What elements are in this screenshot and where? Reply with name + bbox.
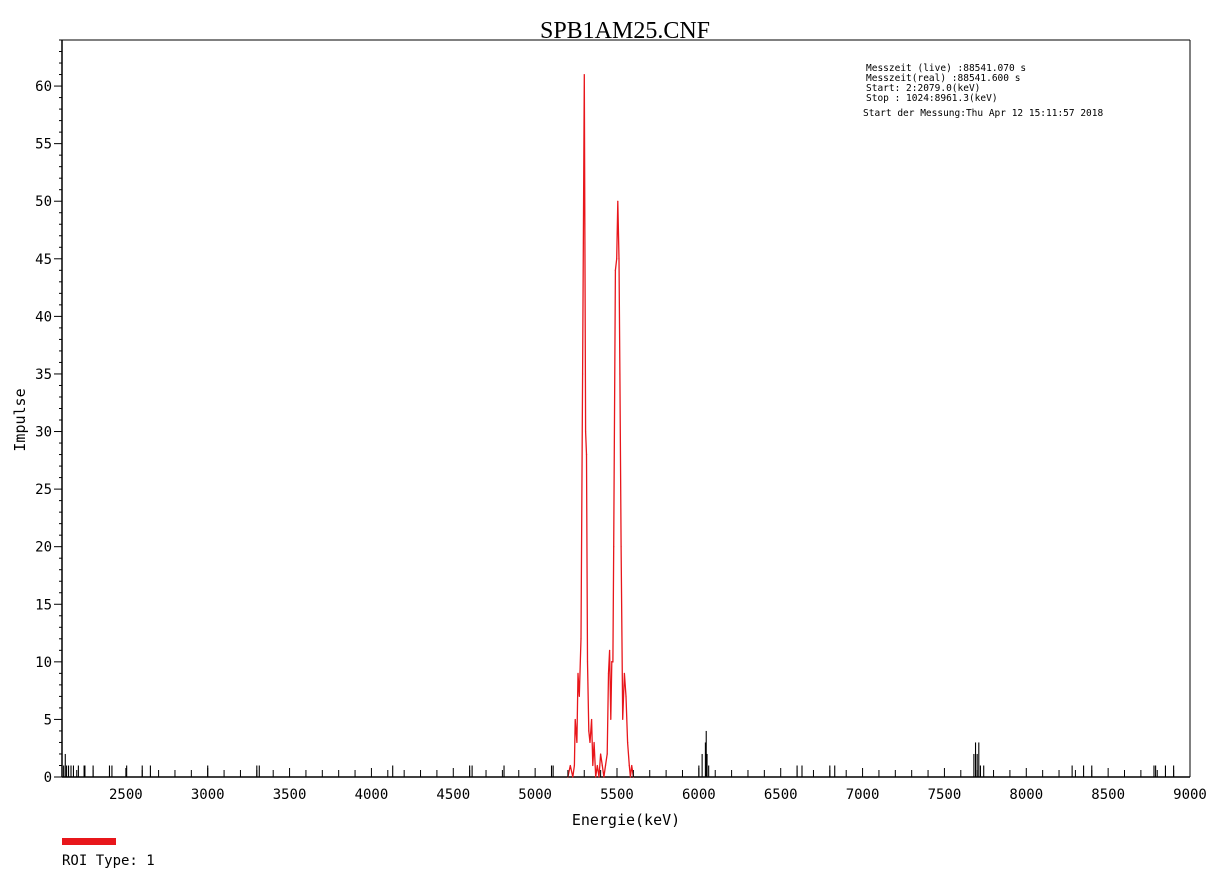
x-tick-label: 5500	[600, 787, 634, 803]
y-tick-label: 50	[35, 194, 52, 210]
roi-data-point	[618, 258, 620, 260]
y-tick-label: 25	[35, 482, 52, 498]
roi-data-point	[584, 430, 587, 433]
roi-data-point	[628, 764, 630, 767]
roi-data-point	[614, 269, 616, 271]
roi-data-point	[576, 741, 578, 744]
roi-data-point	[609, 649, 611, 651]
roi-data-point	[580, 638, 582, 640]
roi-legend-swatch	[62, 838, 116, 845]
roi-data-point	[582, 373, 584, 375]
x-tick-label: 4000	[355, 787, 389, 803]
y-tick-label: 15	[35, 597, 52, 613]
roi-data-point	[585, 453, 588, 456]
x-tick-label: 5000	[518, 787, 552, 803]
roi-data-point	[574, 718, 576, 721]
roi-data-point	[607, 672, 610, 674]
roi-data-point	[592, 764, 594, 767]
roi-data-point	[622, 718, 624, 721]
y-tick-label: 35	[35, 367, 52, 383]
x-tick-label: 6000	[682, 787, 716, 803]
x-tick-label: 2500	[109, 787, 143, 803]
x-axis-ticks: 2500 3000 3500 4000 4500 5000 5500 6000 6500 7000…	[76, 768, 1207, 803]
y-tick-label: 10	[35, 655, 52, 671]
roi-data-point	[596, 764, 598, 767]
roi-data-point	[583, 73, 585, 76]
info-line-live-time: Messzeit (live) :88541.070 s	[866, 63, 1026, 74]
x-tick-label: 3500	[273, 787, 307, 803]
y-tick-label: 30	[35, 425, 52, 441]
roi-data-point	[606, 753, 608, 755]
y-tick-label: 40	[35, 309, 52, 325]
roi-data-point	[617, 200, 619, 202]
info-line-stop: Stop : 1024:8961.3(keV)	[866, 93, 998, 104]
roi-data-point	[629, 776, 632, 778]
roi-data-point	[631, 764, 633, 767]
roi-data-point	[610, 718, 612, 721]
roi-data-point	[578, 695, 580, 697]
x-axis-label: Energie(keV)	[572, 811, 680, 829]
roi-data-point	[586, 661, 589, 663]
roi-data-point	[616, 258, 618, 260]
roi-data-point	[612, 661, 614, 663]
roi-data-point	[598, 776, 600, 778]
y-tick-label: 20	[35, 540, 52, 556]
roi-legend: ROI Type: 1	[62, 838, 155, 869]
roi-data-point	[627, 741, 629, 744]
roi-data-point	[601, 764, 603, 767]
x-tick-label: 3000	[191, 787, 225, 803]
roi-data-point	[577, 672, 579, 674]
roi-data-point	[569, 764, 571, 767]
roi-data-point	[619, 373, 621, 375]
roi-data-point	[620, 546, 622, 548]
x-tick-label: 9000	[1173, 787, 1207, 803]
y-axis-label: Impulse	[11, 388, 29, 451]
y-axis-ticks: 0 5 10 15 20 25 30 35 40 45 50 55 60	[35, 39, 62, 786]
info-line-start: Start: 2:2079.0(keV)	[866, 83, 980, 94]
roi-data-point	[595, 776, 597, 778]
roi-data-point	[593, 741, 595, 744]
roi-data-point	[572, 776, 574, 778]
roi-data-point	[591, 718, 593, 721]
roi-data-point	[603, 776, 605, 778]
roi-data-point	[611, 661, 613, 663]
roi-data-point	[588, 730, 590, 732]
x-tick-label: 4500	[436, 787, 470, 803]
roi-data-point	[589, 741, 591, 744]
info-line-real-time: Messzeit(real) :88541.600 s	[866, 73, 1020, 84]
x-tick-label: 7500	[928, 787, 962, 803]
y-tick-label: 55	[35, 137, 52, 153]
roi-data-point	[625, 695, 627, 697]
y-tick-label: 60	[35, 79, 52, 95]
spectrum-layer	[63, 73, 1175, 778]
info-line-measurement-start: Start der Messung:Thu Apr 12 15:11:57 20…	[863, 108, 1103, 119]
roi-data-point	[604, 764, 607, 767]
measurement-info: Messzeit (live) :88541.070 s Messzeit(re…	[863, 63, 1103, 119]
roi-data-point	[600, 753, 602, 755]
roi-legend-label: ROI Type: 1	[62, 853, 155, 869]
roi-data-point	[623, 672, 625, 674]
y-tick-label: 0	[44, 770, 52, 786]
x-tick-label: 8500	[1091, 787, 1125, 803]
roi-data-point	[573, 764, 576, 767]
roi-data-point	[613, 546, 615, 548]
x-tick-label: 7000	[846, 787, 880, 803]
x-tick-label: 8000	[1009, 787, 1043, 803]
x-tick-label: 6500	[764, 787, 798, 803]
y-tick-label: 5	[44, 712, 52, 728]
y-tick-label: 45	[35, 252, 52, 268]
